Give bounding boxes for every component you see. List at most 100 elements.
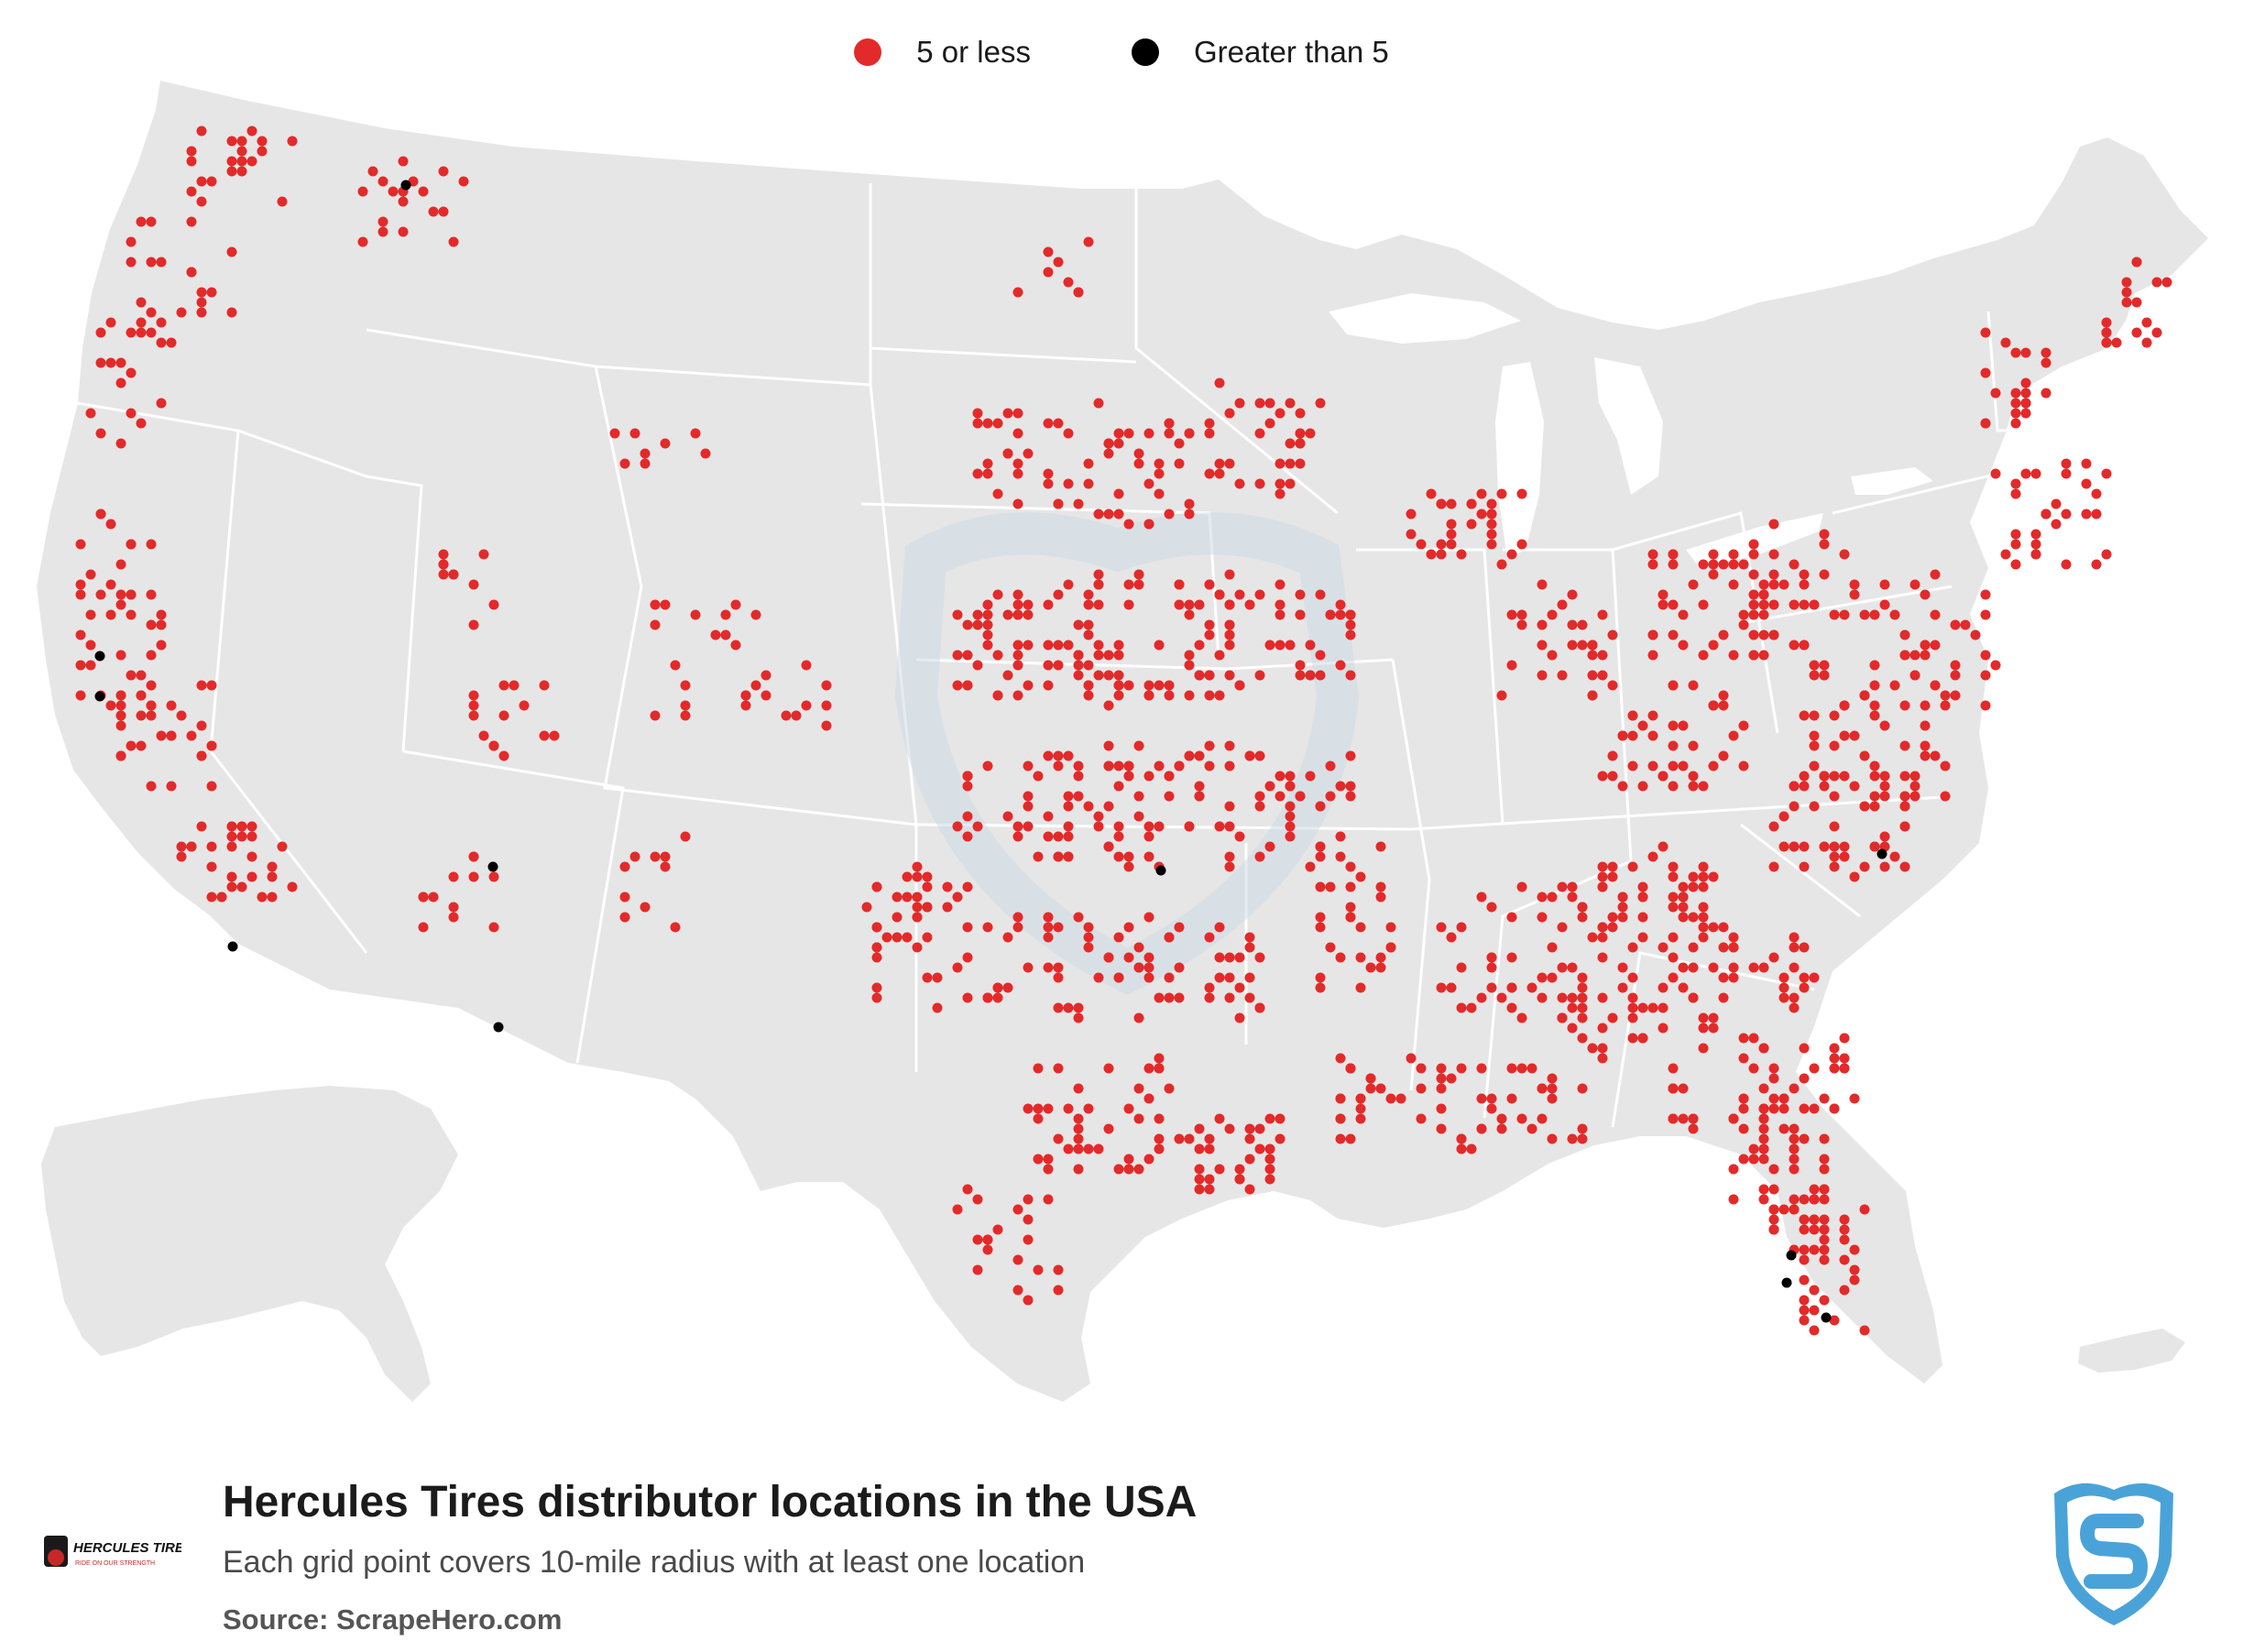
location-dot-5-or-less xyxy=(1133,791,1144,802)
location-dot-5-or-less xyxy=(1204,428,1215,439)
location-dot-5-or-less xyxy=(1980,609,1991,620)
location-dot-5-or-less xyxy=(206,287,217,298)
location-dot-5-or-less xyxy=(246,156,257,167)
location-dot-5-or-less xyxy=(629,428,640,439)
location-dot-5-or-less xyxy=(1728,650,1739,661)
location-dot-5-or-less xyxy=(1164,771,1175,782)
location-dot-5-or-less xyxy=(1809,801,1820,812)
location-dot-5-or-less xyxy=(438,206,449,217)
location-dot-5-or-less xyxy=(2000,549,2011,560)
location-dot-5-or-less xyxy=(1819,771,1830,782)
location-dot-5-or-less xyxy=(1385,922,1396,933)
location-dot-5-or-less xyxy=(1133,1113,1144,1124)
location-dot-5-or-less xyxy=(680,680,691,691)
location-dot-5-or-less xyxy=(992,650,1003,661)
location-dot-5-or-less xyxy=(1345,902,1356,913)
location-dot-5-or-less xyxy=(1053,640,1064,651)
location-dot-5-or-less xyxy=(115,650,126,661)
location-dot-5-or-less xyxy=(287,136,298,147)
location-dot-5-or-less xyxy=(1244,1154,1255,1165)
location-dot-5-or-less xyxy=(700,448,711,459)
location-dot-5-or-less xyxy=(1778,579,1789,590)
location-dot-5-or-less xyxy=(1214,650,1225,661)
location-dot-5-or-less xyxy=(2061,458,2072,469)
lake-superior-shape xyxy=(1329,293,1521,344)
location-dot-5-or-less xyxy=(1899,740,1910,751)
location-dot-5-or-less xyxy=(1819,529,1830,540)
location-dot-5-or-less xyxy=(1234,589,1245,600)
location-dot-5-or-less xyxy=(146,307,157,318)
location-dot-5-or-less xyxy=(962,952,973,963)
location-dot-5-or-less xyxy=(1799,861,1810,872)
location-dot-5-or-less xyxy=(1627,760,1638,771)
location-dot-5-or-less xyxy=(2010,478,2021,489)
location-dot-5-or-less xyxy=(982,640,993,651)
location-dot-5-or-less xyxy=(881,932,892,943)
location-dot-5-or-less xyxy=(1678,892,1689,903)
location-dot-5-or-less xyxy=(1970,629,1981,640)
location-dot-5-or-less xyxy=(1718,700,1729,711)
location-dot-5-or-less xyxy=(1285,771,1296,782)
location-dot-5-or-less xyxy=(1264,841,1275,852)
location-dot-5-or-less xyxy=(1053,660,1064,671)
location-dot-5-or-less xyxy=(1789,992,1800,1003)
location-dot-5-or-less xyxy=(1789,1002,1800,1013)
location-dot-5-or-less xyxy=(166,730,177,741)
location-dot-5-or-less xyxy=(1123,428,1134,439)
location-dot-5-or-less xyxy=(1839,549,1850,560)
location-dot-5-or-less xyxy=(1315,881,1326,892)
location-dot-5-or-less xyxy=(1768,1103,1779,1114)
location-dot-5-or-less xyxy=(1254,398,1265,409)
location-dot-5-or-less xyxy=(952,892,963,903)
location-dot-5-or-less xyxy=(912,912,923,923)
location-dot-5-or-less xyxy=(1980,589,1991,600)
location-dot-5-or-less xyxy=(1012,1204,1023,1215)
location-dot-5-or-less xyxy=(267,892,278,903)
location-dot-5-or-less xyxy=(690,428,701,439)
map-legend: 5 or less Greater than 5 xyxy=(0,35,2243,70)
location-dot-5-or-less xyxy=(1436,1083,1447,1094)
location-dot-5-or-less xyxy=(206,892,217,903)
location-dot-5-or-less xyxy=(1103,740,1114,751)
location-dot-5-or-less xyxy=(388,186,399,197)
location-dot-5-or-less xyxy=(1416,1063,1427,1074)
location-dot-5-or-less xyxy=(1748,599,1759,610)
location-dot-5-or-less xyxy=(1295,791,1306,802)
location-dot-5-or-less xyxy=(85,408,96,419)
location-dot-5-or-less xyxy=(1758,589,1769,600)
location-dot-5-or-less xyxy=(1285,640,1296,651)
location-dot-5-or-less xyxy=(1012,609,1023,620)
location-dot-5-or-less xyxy=(1355,982,1366,993)
location-dot-5-or-less xyxy=(1577,1033,1588,1044)
location-dot-5-or-less xyxy=(680,700,691,711)
location-dot-5-or-less xyxy=(1577,902,1588,913)
location-dot-5-or-less xyxy=(1113,670,1124,681)
location-dot-5-or-less xyxy=(1355,871,1366,882)
location-dot-5-or-less xyxy=(95,589,106,600)
location-dot-5-or-less xyxy=(1174,438,1185,449)
location-dot-5-or-less xyxy=(982,1234,993,1245)
location-dot-5-or-less xyxy=(1819,1194,1830,1205)
location-dot-5-or-less xyxy=(1385,942,1396,953)
location-dot-5-or-less xyxy=(1718,942,1729,953)
location-dot-5-or-less xyxy=(136,740,147,751)
location-dot-5-or-less xyxy=(1728,1113,1739,1124)
location-dot-5-or-less xyxy=(2020,388,2031,399)
location-dot-5-or-less xyxy=(962,781,973,792)
location-dot-5-or-less xyxy=(1799,972,1810,983)
location-dot-5-or-less xyxy=(1778,992,1789,1003)
location-dot-5-or-less xyxy=(1889,609,1900,620)
location-dot-5-or-less xyxy=(1768,549,1779,560)
location-dot-5-or-less xyxy=(1012,1285,1023,1296)
location-dot-5-or-less xyxy=(1275,579,1286,590)
location-dot-5-or-less xyxy=(1154,458,1165,469)
location-dot-5-or-less xyxy=(952,650,963,661)
location-dot-5-or-less xyxy=(1678,902,1689,913)
location-dot-5-or-less xyxy=(1012,640,1023,651)
location-dot-5-or-less xyxy=(871,942,882,953)
location-dot-5-or-less xyxy=(1688,740,1699,751)
location-dot-5-or-less xyxy=(1486,902,1497,913)
location-dot-5-or-less xyxy=(1184,1133,1195,1144)
location-dot-5-or-less xyxy=(1819,841,1830,852)
